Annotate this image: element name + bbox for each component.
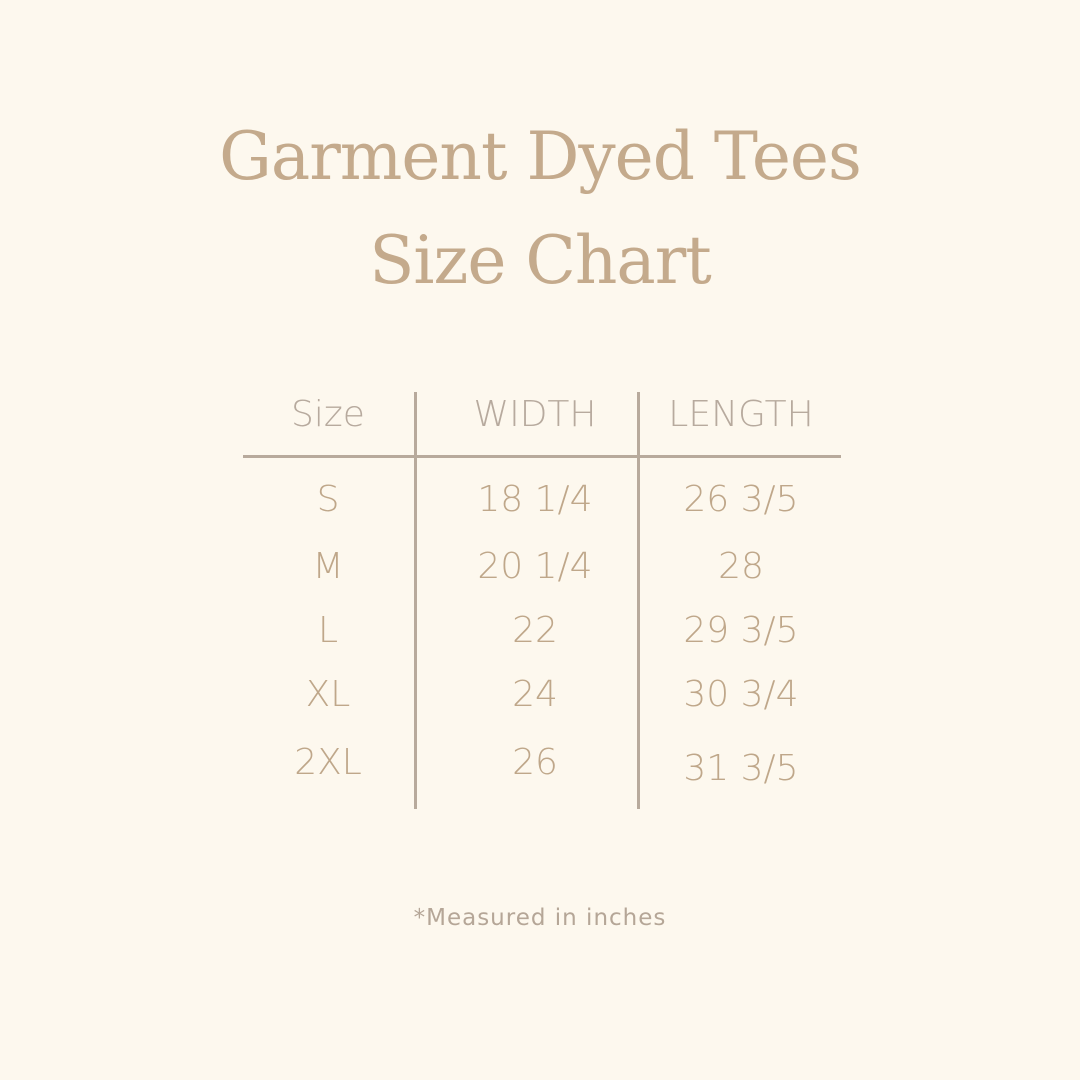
- size-cell: S: [316, 479, 340, 520]
- column-divider-2: [637, 392, 640, 809]
- size-cell: M: [312, 546, 344, 587]
- column-divider-1: [414, 392, 417, 809]
- length-cell: 30 3/4: [683, 674, 799, 715]
- width-cell: 18 1/4: [477, 479, 593, 520]
- title-line-1: Garment Dyed Tees: [219, 118, 862, 195]
- width-cell: 20 1/4: [477, 546, 593, 587]
- width-cell: 24: [512, 674, 558, 715]
- size-cell: L: [317, 610, 339, 651]
- width-cell: 22: [512, 610, 558, 651]
- size-cell: XL: [305, 674, 351, 715]
- length-cell: 26 3/5: [683, 479, 799, 520]
- header-size: Size: [291, 394, 365, 435]
- header-width: WIDTH: [473, 394, 597, 435]
- width-cell: 26: [512, 742, 558, 783]
- title-line-2: Size Chart: [369, 222, 712, 299]
- length-cell: 29 3/5: [683, 610, 799, 651]
- length-cell: 28: [718, 546, 764, 587]
- length-cell: 31 3/5: [683, 748, 799, 789]
- size-cell: 2XL: [294, 742, 362, 783]
- header-divider: [243, 455, 841, 458]
- footnote: *Measured in inches: [413, 905, 667, 931]
- header-length: LENGTH: [668, 394, 814, 435]
